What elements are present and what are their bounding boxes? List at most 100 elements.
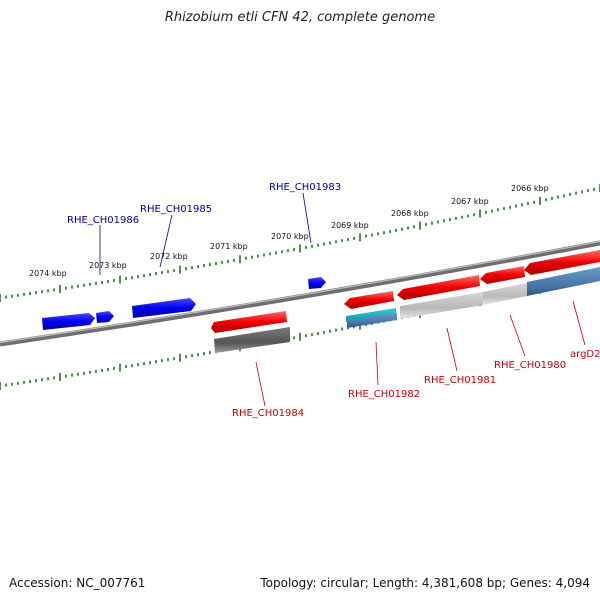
upper-scale-minor-tick bbox=[443, 219, 445, 223]
upper-scale-minor-tick bbox=[305, 245, 307, 249]
gene-rhe-ch01983[interactable] bbox=[308, 277, 326, 289]
upper-scale-minor-tick bbox=[77, 284, 79, 288]
upper-scale-minor-tick bbox=[125, 277, 127, 280]
upper-scale-minor-tick bbox=[335, 240, 337, 244]
lower-scale-minor-tick bbox=[23, 380, 25, 384]
upper-scale-minor-tick bbox=[11, 294, 13, 298]
upper-scale-minor-tick bbox=[95, 281, 97, 285]
gene-rhe-ch01984[interactable] bbox=[211, 311, 287, 333]
lower-scale-minor-tick bbox=[41, 378, 43, 382]
gene-argd2[interactable] bbox=[524, 250, 600, 275]
upper-scale-minor-tick bbox=[65, 286, 67, 290]
upper-scale-minor-tick bbox=[5, 295, 7, 299]
upper-scale-minor-tick bbox=[287, 249, 289, 253]
reverse-labels: RHE_CH01984 RHE_CH01982 RHE_CH01981 RHE_… bbox=[232, 300, 600, 419]
upper-scale-minor-tick bbox=[545, 198, 547, 202]
upper-scale-minor-tick bbox=[35, 291, 37, 295]
upper-scale-minor-tick bbox=[89, 282, 91, 286]
lower-scale-minor-tick bbox=[161, 359, 163, 363]
gene-rhe-ch01986[interactable] bbox=[42, 313, 95, 330]
lower-scale-major-tick bbox=[299, 332, 301, 341]
upper-scale-minor-tick bbox=[215, 262, 217, 265]
topology-text: Topology: circular; Length: 4,381,608 bp… bbox=[260, 576, 590, 590]
label-rhe-ch01986[interactable]: RHE_CH01986 bbox=[67, 215, 139, 226]
upper-scale-minor-tick bbox=[365, 234, 367, 238]
gene-rhe-ch01980[interactable] bbox=[480, 266, 525, 284]
upper-scale-minor-tick bbox=[323, 242, 325, 246]
label-rhe-ch01984[interactable]: RHE_CH01984 bbox=[232, 408, 304, 419]
forward-labels: RHE_CH01986 RHE_CH01985 RHE_CH01983 bbox=[67, 182, 341, 275]
tick-label-2066: 2066 kbp bbox=[511, 184, 549, 193]
lower-scale-major-tick bbox=[119, 363, 121, 372]
upper-scale-minor-tick bbox=[467, 214, 469, 218]
feature-bar-steel[interactable] bbox=[527, 267, 600, 296]
upper-scale-minor-tick bbox=[449, 218, 451, 222]
lower-scale-minor-tick bbox=[107, 368, 109, 371]
upper-scale-minor-tick bbox=[491, 209, 493, 213]
upper-scale-minor-tick bbox=[317, 243, 319, 247]
lower-scale-minor-tick bbox=[65, 374, 67, 378]
label-rhe-ch01981[interactable]: RHE_CH01981 bbox=[424, 375, 496, 386]
feature-bars bbox=[214, 267, 600, 353]
upper-scale-minor-tick bbox=[377, 232, 379, 236]
lower-scale-minor-tick bbox=[335, 328, 337, 332]
upper-scale-major-tick bbox=[299, 244, 301, 253]
upper-scale-minor-tick bbox=[251, 255, 253, 259]
lower-scale-minor-tick bbox=[173, 357, 175, 361]
lower-scale-minor-tick bbox=[341, 327, 343, 331]
tick-label-2067: 2067 kbp bbox=[451, 197, 489, 206]
map-title: Rhizobium etli CFN 42, complete genome bbox=[164, 10, 436, 25]
lower-scale-minor-tick bbox=[197, 353, 199, 357]
upper-scale-minor-tick bbox=[185, 267, 187, 271]
gene-rhe-ch01981[interactable] bbox=[397, 275, 480, 300]
feature-bar-steel-small[interactable] bbox=[347, 313, 397, 328]
label-rhe-ch01983[interactable]: RHE_CH01983 bbox=[269, 182, 341, 193]
scale-labels: 2074 kbp 2073 kbp 2072 kbp 2071 kbp 2070… bbox=[29, 184, 549, 278]
upper-scale-minor-tick bbox=[167, 270, 169, 274]
feature-bar-dark[interactable] bbox=[214, 327, 290, 353]
upper-scale-minor-tick bbox=[581, 190, 583, 194]
gene-forward-small[interactable] bbox=[96, 311, 114, 323]
upper-scale-major-tick bbox=[59, 285, 61, 293]
upper-scale-minor-tick bbox=[497, 208, 499, 212]
upper-scale-minor-tick bbox=[191, 266, 193, 270]
gene-rhe-ch01982[interactable] bbox=[344, 291, 394, 309]
upper-scale-minor-tick bbox=[515, 204, 517, 208]
lower-scale-minor-tick bbox=[317, 332, 319, 335]
upper-scale-minor-tick bbox=[473, 213, 475, 217]
tick-label-2074: 2074 kbp bbox=[29, 269, 67, 278]
label-rhe-ch01980[interactable]: RHE_CH01980 bbox=[494, 360, 566, 371]
feature-bar-light-1[interactable] bbox=[400, 292, 483, 319]
upper-scale-major-tick bbox=[539, 197, 541, 205]
tick-label-2071: 2071 kbp bbox=[210, 242, 248, 251]
lower-scale-minor-tick bbox=[155, 360, 157, 364]
lower-scale-minor-tick bbox=[113, 367, 115, 370]
upper-scale-major-tick bbox=[119, 275, 121, 284]
label-rhe-ch01985[interactable]: RHE_CH01985 bbox=[140, 204, 212, 215]
lower-scale-minor-tick bbox=[137, 363, 139, 367]
gene-rhe-ch01985[interactable] bbox=[132, 298, 196, 318]
upper-scale-minor-tick bbox=[425, 222, 427, 226]
upper-scale-minor-tick bbox=[371, 233, 373, 237]
upper-scale-minor-tick bbox=[227, 259, 229, 263]
tick-label-2072: 2072 kbp bbox=[150, 252, 188, 261]
lower-scale-minor-tick bbox=[167, 358, 169, 362]
upper-scale-minor-tick bbox=[143, 274, 145, 278]
accession-text: Accession: NC_007761 bbox=[9, 576, 146, 590]
lower-scale-minor-tick bbox=[89, 370, 91, 374]
lower-scale-minor-tick bbox=[95, 369, 97, 373]
upper-scale-minor-tick bbox=[131, 276, 133, 280]
upper-scale-minor-tick bbox=[137, 275, 139, 279]
lower-scale-minor-tick bbox=[47, 377, 49, 381]
tick-label-2073: 2073 kbp bbox=[89, 261, 127, 270]
label-rhe-ch01982[interactable]: RHE_CH01982 bbox=[348, 389, 420, 400]
upper-scale-minor-tick bbox=[413, 225, 415, 229]
tick-label-2069: 2069 kbp bbox=[331, 221, 369, 230]
upper-scale-minor-tick bbox=[509, 205, 511, 209]
feature-bar-teal[interactable] bbox=[346, 308, 396, 322]
label-argd2[interactable]: argD2 bbox=[570, 349, 600, 360]
feature-bar-light-2[interactable] bbox=[483, 283, 527, 305]
upper-scale-minor-tick bbox=[47, 289, 49, 293]
upper-scale-major-tick bbox=[179, 265, 181, 274]
upper-scale-minor-tick bbox=[281, 250, 283, 254]
